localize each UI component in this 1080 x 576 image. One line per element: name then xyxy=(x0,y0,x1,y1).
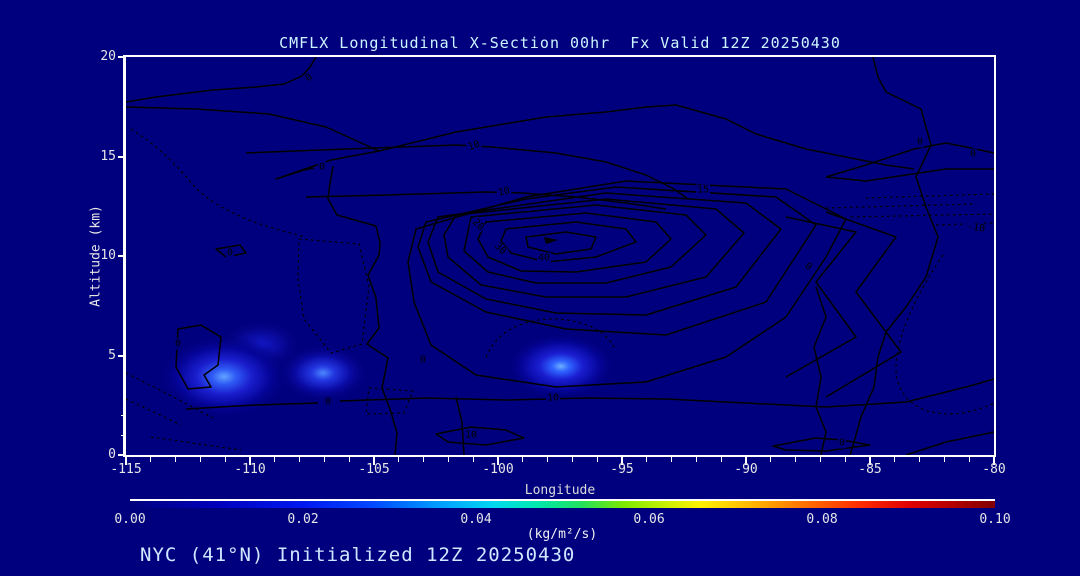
y-minor-tick-mark xyxy=(121,414,126,416)
x-minor-tick-mark xyxy=(547,457,549,462)
colorbar-tick-label: 0.10 xyxy=(979,512,1011,527)
y-tick-label: 5 xyxy=(108,347,116,363)
x-minor-tick-mark xyxy=(770,457,772,462)
colorbar-tick-label: 0.00 xyxy=(114,512,146,527)
x-minor-tick-mark xyxy=(844,457,846,462)
x-minor-tick-mark xyxy=(819,457,821,462)
x-minor-tick-mark xyxy=(571,457,573,462)
colorbar-tick-label: 0.06 xyxy=(633,512,665,527)
y-tick-mark xyxy=(118,255,126,257)
x-tick-mark xyxy=(621,457,623,465)
contour-label: 10 xyxy=(463,429,479,441)
x-tick-mark xyxy=(869,457,871,465)
init-annotation: NYC (41°N) Initialized 12Z 20250430 xyxy=(140,544,576,566)
colorbar-tick-label: 0.02 xyxy=(287,512,319,527)
y-tick-label: 20 xyxy=(100,49,116,64)
x-tick-label: -95 xyxy=(610,462,634,477)
x-tick-label: -110 xyxy=(234,462,266,477)
y-tick-label: 10 xyxy=(100,248,116,263)
colorbar-gradient xyxy=(130,501,995,508)
y-tick-mark xyxy=(118,354,126,357)
contour-label: 15 xyxy=(695,184,711,196)
x-minor-tick-mark xyxy=(472,457,474,462)
x-tick-mark xyxy=(497,457,499,465)
contour-label: 0 xyxy=(225,247,235,259)
x-minor-tick-mark xyxy=(919,457,921,462)
colorbar-tick-label: 0.08 xyxy=(806,512,838,527)
shaded-region-east xyxy=(509,330,617,396)
x-minor-tick-mark xyxy=(175,457,177,462)
y-tick-label: 0 xyxy=(108,447,116,462)
x-tick-mark xyxy=(125,457,127,465)
x-minor-tick-mark xyxy=(795,457,797,462)
x-tick-mark xyxy=(373,457,375,465)
plot-area: 0 0 0 10 10 15 20 30 40 0 0 0 -10 0 0 0 10 10 0 xyxy=(123,55,996,457)
colorbar-units-label: (kg/m²/s) xyxy=(526,527,598,542)
x-tick-mark xyxy=(993,457,995,465)
x-minor-tick-mark xyxy=(695,457,697,462)
x-minor-tick-mark xyxy=(274,457,276,462)
x-minor-tick-mark xyxy=(447,457,449,462)
x-axis-title: Longitude xyxy=(524,483,596,498)
contour-label: 0 xyxy=(317,161,327,173)
y-tick-mark xyxy=(118,155,126,158)
x-minor-tick-mark xyxy=(199,457,201,462)
contour-label: 0 xyxy=(418,354,428,366)
contour-plot-svg xyxy=(126,57,994,455)
y-tick-mark xyxy=(118,454,126,456)
contour-label: 0 xyxy=(323,396,333,408)
contour-label: 40 xyxy=(536,252,552,264)
x-minor-tick-mark xyxy=(423,457,425,462)
x-minor-tick-mark xyxy=(224,457,226,462)
x-minor-tick-mark xyxy=(943,457,945,462)
x-minor-tick-mark xyxy=(671,457,673,462)
colorbar-axis-line xyxy=(130,499,995,501)
contour-label: 0 xyxy=(837,437,847,449)
y-tick-label: 15 xyxy=(100,148,116,164)
x-minor-tick-mark xyxy=(150,457,152,462)
x-tick-label: -90 xyxy=(734,462,758,477)
shaded-region-central xyxy=(277,344,369,402)
x-minor-tick-mark xyxy=(323,457,325,462)
contour-label: 0 xyxy=(173,338,183,350)
x-tick-mark xyxy=(249,457,251,465)
x-tick-label: -80 xyxy=(982,462,1006,477)
contour-label: 10 xyxy=(545,392,561,404)
shaded-region-west xyxy=(158,333,290,417)
contour-label: 0 xyxy=(915,136,925,148)
x-minor-tick-mark xyxy=(596,457,598,462)
x-minor-tick-mark xyxy=(522,457,524,462)
x-tick-label: -115 xyxy=(110,462,142,477)
y-tick-mark xyxy=(118,56,126,58)
x-tick-mark xyxy=(745,457,747,465)
x-minor-tick-mark xyxy=(894,457,896,462)
contour-lines-solid xyxy=(126,57,994,455)
y-minor-tick-mark xyxy=(121,434,126,436)
colorbar-tick-label: 0.04 xyxy=(460,512,492,527)
chart-title: CMFLX Longitudinal X-Section 00hr Fx Val… xyxy=(279,34,841,52)
x-minor-tick-mark xyxy=(968,457,970,462)
x-tick-label: -100 xyxy=(482,462,514,477)
contour-label: 0 xyxy=(968,148,978,160)
x-tick-label: -85 xyxy=(858,462,882,477)
x-minor-tick-mark xyxy=(348,457,350,462)
x-minor-tick-mark xyxy=(299,457,301,462)
x-minor-tick-mark xyxy=(720,457,722,462)
x-minor-tick-mark xyxy=(646,457,648,462)
x-tick-label: -105 xyxy=(358,462,390,477)
x-minor-tick-mark xyxy=(398,457,400,462)
